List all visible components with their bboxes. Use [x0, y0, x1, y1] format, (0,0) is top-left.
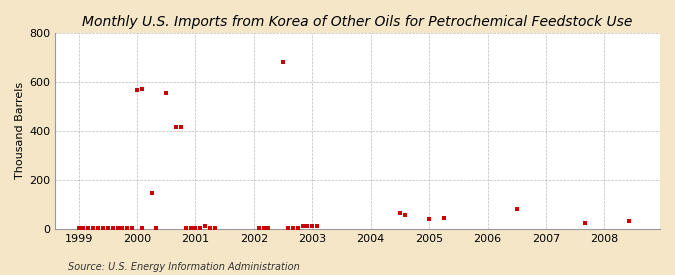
- Point: [92, 226, 103, 230]
- Point: [395, 211, 406, 215]
- Point: [205, 226, 215, 230]
- Point: [288, 226, 298, 230]
- Point: [171, 125, 182, 129]
- Point: [176, 125, 186, 129]
- Point: [292, 226, 303, 230]
- Point: [103, 226, 113, 230]
- Point: [112, 226, 123, 230]
- Point: [438, 215, 449, 220]
- Point: [78, 226, 89, 230]
- Point: [136, 226, 147, 230]
- Point: [132, 88, 142, 93]
- Point: [424, 217, 435, 221]
- Point: [400, 213, 410, 217]
- Point: [180, 226, 191, 230]
- Point: [624, 219, 634, 224]
- Point: [580, 220, 591, 225]
- Point: [312, 224, 323, 228]
- Point: [73, 226, 84, 230]
- Point: [283, 226, 294, 230]
- Point: [253, 226, 264, 230]
- Point: [122, 226, 132, 230]
- Point: [209, 226, 220, 230]
- Point: [88, 226, 99, 230]
- Point: [151, 226, 162, 230]
- Point: [161, 91, 171, 95]
- Y-axis label: Thousand Barrels: Thousand Barrels: [15, 82, 25, 179]
- Point: [97, 226, 108, 230]
- Point: [259, 226, 269, 230]
- Point: [302, 224, 313, 228]
- Point: [263, 226, 274, 230]
- Point: [297, 224, 308, 228]
- Text: Source: U.S. Energy Information Administration: Source: U.S. Energy Information Administ…: [68, 262, 299, 272]
- Point: [83, 226, 94, 230]
- Point: [190, 226, 200, 230]
- Title: Monthly U.S. Imports from Korea of Other Oils for Petrochemical Feedstock Use: Monthly U.S. Imports from Korea of Other…: [82, 15, 632, 29]
- Point: [307, 224, 318, 228]
- Point: [136, 87, 147, 91]
- Point: [146, 191, 157, 195]
- Point: [107, 226, 118, 230]
- Point: [200, 224, 211, 229]
- Point: [117, 226, 128, 230]
- Point: [127, 226, 138, 230]
- Point: [512, 207, 522, 211]
- Point: [195, 226, 206, 230]
- Point: [277, 60, 288, 65]
- Point: [185, 226, 196, 230]
